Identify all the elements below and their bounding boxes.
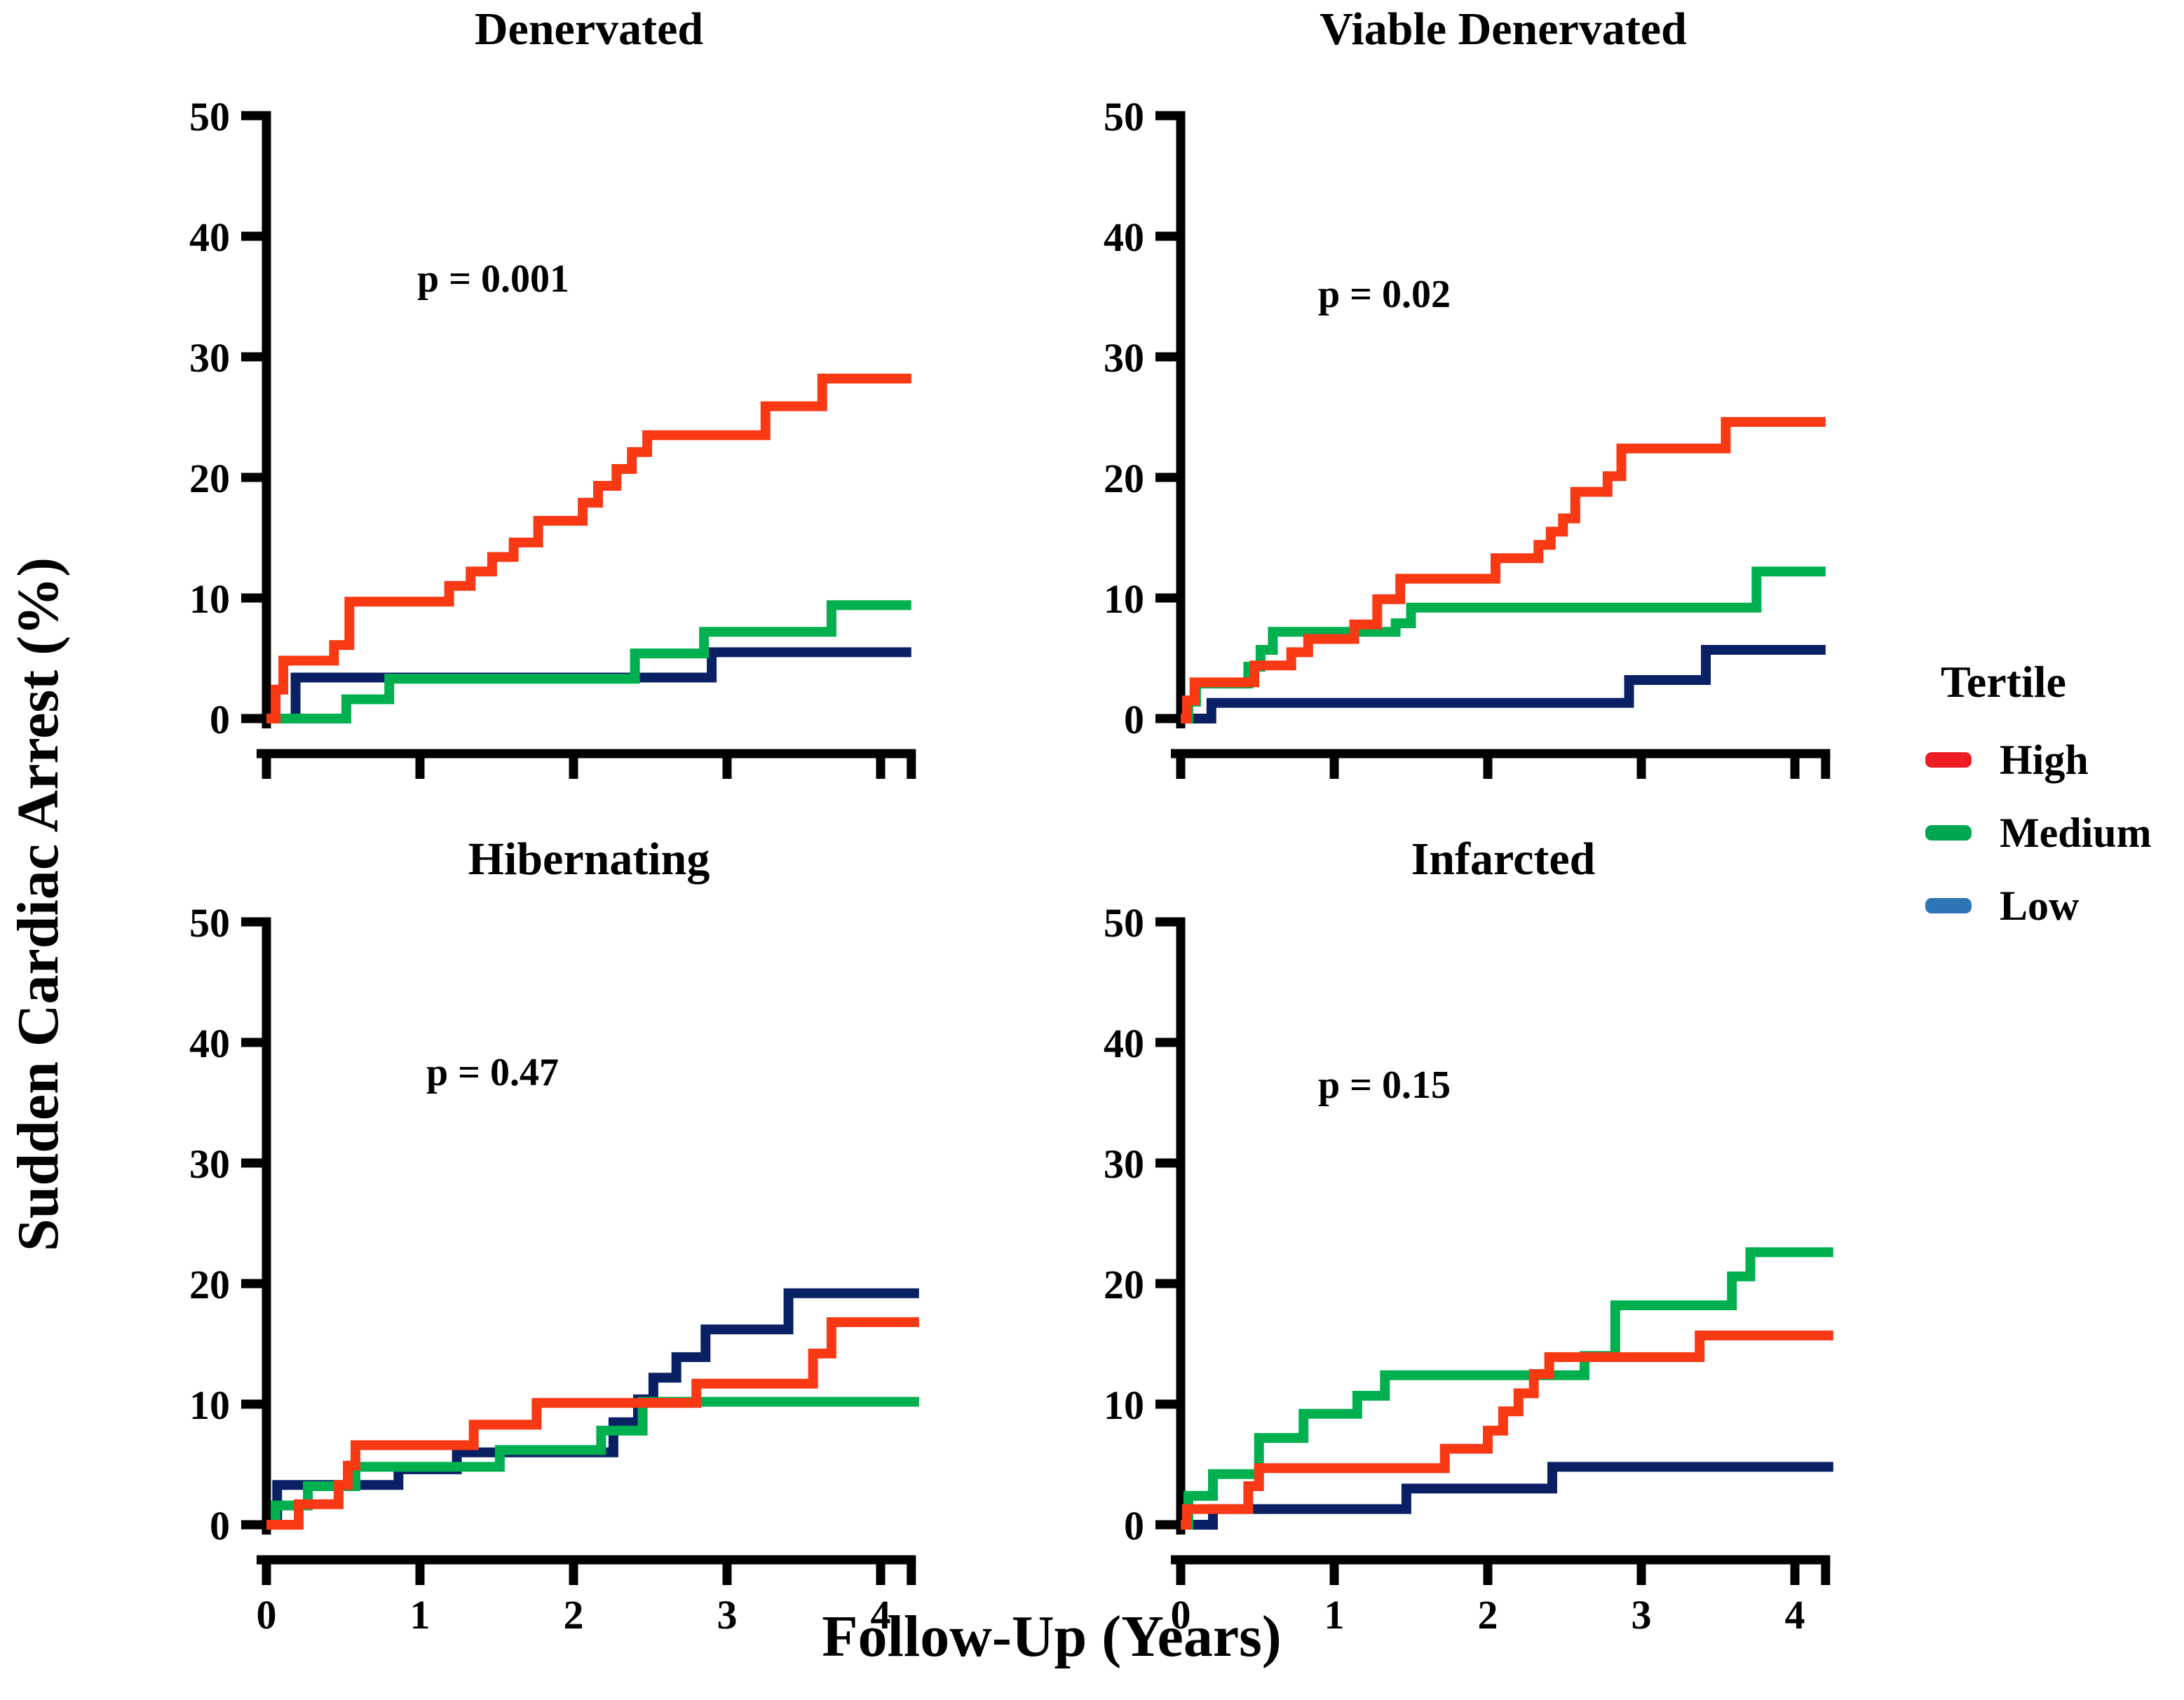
y-tick-label: 10 [1104,576,1144,622]
y-tick-label: 30 [189,1141,230,1187]
y-tick-label: 10 [189,1382,230,1428]
series-low-line [266,1288,919,1530]
y-tick-label: 20 [1104,1262,1144,1307]
y-tick-label: 50 [189,900,230,946]
y-tick-label: 40 [1104,1021,1144,1066]
medium-tertile-swatch-icon [1925,825,1972,841]
legend-item-label: High [2000,737,2089,783]
y-tick-label: 10 [189,576,230,622]
y-axis-title: Sudden Cardiac Arrest (%) [6,557,71,1252]
series-medium-line [1181,1247,1833,1530]
y-tick-label: 40 [1104,215,1144,260]
y-tick-label: 0 [210,1503,230,1549]
plot-hibernating: 0 10 20 30 40 50 0 1 2 3 4 [189,900,919,1638]
y-tick-label: 0 [1124,1503,1144,1549]
series-low-line [1181,645,1826,723]
plot-denervated: 0 10 20 30 40 50 [189,94,916,779]
x-axis-title: Follow-Up (Years) [822,1604,1282,1669]
y-tick-label: 30 [1104,335,1144,381]
panel-title-infarcted: Infarcted [1411,834,1596,885]
legend-item-high: High [1925,739,2178,781]
legend: Tertile High Medium Low [1925,656,2178,927]
plot-infarcted: 0 10 20 30 40 50 0 1 2 3 4 [1104,900,1833,1638]
series-low-line [1181,1462,1833,1530]
high-tertile-swatch-icon [1925,752,1972,768]
y-tick-label: 50 [189,94,230,140]
legend-title: Tertile [1941,657,2066,707]
panel-title-viable-denervated: Viable Denervated [1320,4,1687,55]
legend-item-label: Medium [2000,810,2152,856]
y-tick-label: 20 [189,456,230,501]
y-tick-label: 0 [1124,697,1144,742]
series-high-line [266,1317,919,1530]
series-medium-line [266,1396,919,1530]
p-value-hibernating: p = 0.47 [426,1051,559,1094]
series-high-line [1181,416,1826,723]
panel-title-denervated: Denervated [474,4,704,55]
x-tick-label: 4 [871,1592,891,1638]
y-tick-label: 20 [1104,456,1144,501]
y-tick-label: 50 [1104,900,1144,946]
x-tick-label: 4 [1785,1592,1805,1638]
y-tick-label: 50 [1104,94,1144,140]
x-tick-label: 1 [1324,1592,1345,1638]
x-tick-label: 1 [410,1592,430,1638]
y-tick-label: 40 [189,215,230,260]
y-tick-label: 40 [189,1021,230,1066]
series-medium-line [266,600,911,723]
series-high-line [266,374,911,723]
y-tick-label: 30 [189,335,230,381]
series-low-line [266,647,911,723]
y-tick-label: 20 [189,1262,230,1307]
p-value-denervated: p = 0.001 [417,257,570,301]
p-value-viable-denervated: p = 0.02 [1318,273,1451,316]
x-tick-label: 2 [1478,1592,1498,1638]
p-value-infarcted: p = 0.15 [1318,1063,1451,1107]
plot-viable-denervated: 0 10 20 30 40 50 [1104,94,1831,779]
x-tick-label: 3 [1632,1592,1652,1638]
low-tertile-swatch-icon [1925,898,1972,913]
y-tick-label: 30 [1104,1141,1144,1187]
legend-item-label: Low [2000,883,2080,929]
x-tick-label: 3 [717,1592,738,1638]
x-tick-label: 0 [1171,1592,1191,1638]
x-tick-label: 2 [564,1592,584,1638]
y-tick-label: 10 [1104,1382,1144,1428]
legend-item-medium: Medium [1925,812,2178,854]
panel-title-hibernating: Hibernating [468,834,710,885]
y-tick-label: 0 [210,697,230,742]
series-high-line [1181,1331,1833,1530]
x-tick-label: 0 [257,1592,277,1638]
legend-item-low: Low [1925,885,2178,927]
